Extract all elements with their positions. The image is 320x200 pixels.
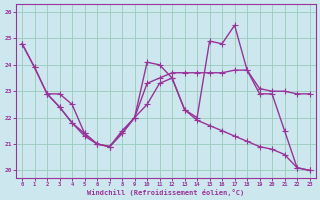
X-axis label: Windchill (Refroidissement éolien,°C): Windchill (Refroidissement éolien,°C): [87, 189, 244, 196]
